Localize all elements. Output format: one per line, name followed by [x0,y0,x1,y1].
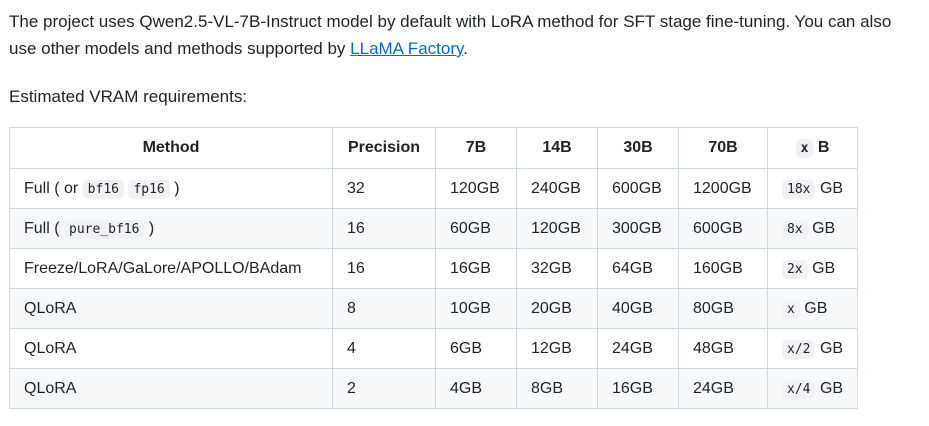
cell-method: QLoRA [9,368,333,409]
cell-70b: 48GB [678,328,768,369]
cell-14b: 32GB [516,248,598,289]
cell-xb: x/2 GB [766,328,859,369]
cell-7b: 120GB [435,168,517,209]
cell-30b: 300GB [597,208,679,249]
header-precision: Precision [332,127,436,169]
method-prefix: Full ( [24,219,64,237]
xb-code: x/2 [782,339,816,359]
intro-suffix: . [463,39,468,58]
vram-table: Method Precision 7B 14B 30B 70B x B Full… [9,127,859,409]
header-7b: 7B [435,127,517,169]
xb-code: 18x [782,179,816,199]
cell-xb: 18x GB [766,168,859,209]
table-row: Full ( pure_bf16 ) 16 60GB 120GB 300GB 6… [9,208,859,249]
readme-content: The project uses Qwen2.5-VL-7B-Instruct … [9,8,920,409]
table-header-row: Method Precision 7B 14B 30B 70B x B [9,127,859,169]
cell-method: QLoRA [9,328,333,369]
header-xb-code: x [795,139,814,158]
cell-70b: 160GB [678,248,768,289]
cell-7b: 4GB [435,368,517,409]
cell-xb: 2x GB [766,248,859,289]
cell-70b: 24GB [678,368,768,409]
intro-paragraph: The project uses Qwen2.5-VL-7B-Instruct … [9,8,920,62]
header-14b: 14B [516,127,598,169]
xb-code: x/4 [782,379,816,399]
cell-method: Full ( pure_bf16 ) [9,208,333,249]
cell-30b: 64GB [597,248,679,289]
header-30b: 30B [597,127,679,169]
cell-30b: 24GB [597,328,679,369]
cell-30b: 40GB [597,288,679,329]
cell-30b: 600GB [597,168,679,209]
xb-suffix: GB [804,299,828,317]
intro-text: The project uses Qwen2.5-VL-7B-Instruct … [9,12,892,58]
method-prefix: Full ( or [24,179,83,197]
xb-suffix: GB [812,259,836,277]
xb-suffix: GB [819,379,844,397]
xb-code: 2x [782,259,808,279]
cell-14b: 20GB [516,288,598,329]
header-method: Method [9,127,333,169]
table-row: QLoRA 2 4GB 8GB 16GB 24GB x/4 GB [9,368,859,409]
table-row: Freeze/LoRA/GaLore/APOLLO/BAdam 16 16GB … [9,248,859,289]
cell-70b: 600GB [678,208,768,249]
table-row: Full ( or bf16 fp16 ) 32 120GB 240GB 600… [9,168,859,209]
cell-precision: 16 [332,248,436,289]
xb-code: x [782,299,800,319]
cell-7b: 10GB [435,288,517,329]
xb-suffix: GB [812,219,836,237]
cell-14b: 8GB [516,368,598,409]
header-xb-suffix: B [817,139,830,156]
method-suffix: ) [169,179,180,197]
vram-label: Estimated VRAM requirements: [9,87,248,106]
method-suffix: ) [144,219,155,237]
header-70b: 70B [678,127,768,169]
cell-xb: x GB [766,288,859,329]
cell-7b: 16GB [435,248,517,289]
method-code: pure_bf16 [64,219,145,239]
xb-suffix: GB [819,339,844,357]
cell-precision: 4 [332,328,436,369]
cell-14b: 12GB [516,328,598,369]
cell-7b: 60GB [435,208,517,249]
table-row: QLoRA 8 10GB 20GB 40GB 80GB x GB [9,288,859,329]
cell-14b: 240GB [516,168,598,209]
header-xb: x B [766,127,859,169]
cell-precision: 16 [332,208,436,249]
cell-xb: x/4 GB [766,368,859,409]
cell-70b: 80GB [678,288,768,329]
cell-precision: 2 [332,368,436,409]
method-code: bf16 [82,179,124,199]
cell-xb: 8x GB [766,208,859,249]
cell-method: Freeze/LoRA/GaLore/APOLLO/BAdam [9,248,333,289]
cell-precision: 32 [332,168,436,209]
cell-method: Full ( or bf16 fp16 ) [9,168,333,209]
xb-suffix: GB [819,179,844,197]
cell-70b: 1200GB [678,168,768,209]
table-row: QLoRA 4 6GB 12GB 24GB 48GB x/2 GB [9,328,859,369]
xb-code: 8x [782,219,808,239]
cell-method: QLoRA [9,288,333,329]
method-code: fp16 [128,179,170,199]
cell-precision: 8 [332,288,436,329]
cell-30b: 16GB [597,368,679,409]
cell-14b: 120GB [516,208,598,249]
cell-7b: 6GB [435,328,517,369]
llama-factory-link[interactable]: LLaMA Factory [350,39,464,58]
